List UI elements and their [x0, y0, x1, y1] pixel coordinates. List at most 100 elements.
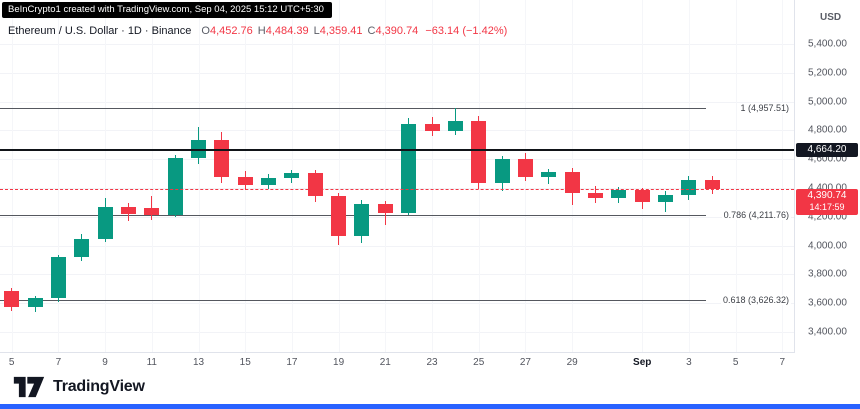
grid-line-vertical: [432, 0, 434, 352]
candle-body[interactable]: [471, 120, 487, 183]
candle-body[interactable]: [494, 158, 510, 183]
candle-body[interactable]: [658, 194, 674, 202]
candle-body[interactable]: [74, 239, 90, 258]
ohlc-low-label: L: [313, 25, 320, 37]
horizontal-price-line: [0, 148, 794, 151]
price-tick-label: 4,600.00: [808, 153, 847, 165]
time-axis-label: 25: [473, 357, 485, 368]
candle-body[interactable]: [634, 189, 650, 202]
price-tick-label: 3,800.00: [808, 268, 847, 280]
fib-level-label: 0.618 (3,626.32): [720, 294, 791, 305]
price-tick-label: 3,600.00: [808, 297, 847, 309]
grid-line-vertical: [105, 0, 107, 352]
candle-body[interactable]: [331, 196, 347, 237]
plot-area[interactable]: 1 (4,957.51) 0.786 (4,211.76) 0.618 (3,626…: [0, 0, 795, 353]
grid-line-horizontal: [0, 72, 794, 74]
candle-body[interactable]: [261, 177, 277, 186]
candle-body[interactable]: [424, 123, 440, 131]
grid-line-horizontal: [0, 216, 794, 218]
candle-body[interactable]: [704, 180, 720, 190]
price-tick-label: 4,200.00: [808, 211, 847, 223]
candle-body[interactable]: [167, 158, 183, 215]
candle-body[interactable]: [377, 204, 393, 213]
grid-line-vertical: [11, 0, 13, 352]
candle-body[interactable]: [4, 290, 20, 308]
price-tick-label: 5,200.00: [808, 67, 847, 79]
candle-wick: [665, 191, 667, 213]
time-axis-label: 15: [239, 357, 251, 368]
candle-body[interactable]: [681, 180, 697, 195]
last-price-line: [0, 189, 794, 191]
ohlc-low-value: 4,359.41: [319, 25, 363, 37]
candle-body[interactable]: [564, 171, 580, 193]
candle-body[interactable]: [541, 171, 557, 177]
price-tick-label: 4,000.00: [808, 240, 847, 252]
candle-body[interactable]: [214, 140, 230, 178]
last-price-value: 4,390.74: [807, 190, 847, 202]
price-tick-label: 5,000.00: [808, 96, 847, 108]
candle-body[interactable]: [237, 177, 253, 186]
grid-line-vertical: [338, 0, 340, 352]
grid-line-vertical: [198, 0, 200, 352]
grid-line-horizontal: [0, 274, 794, 276]
ohlc-close-value: 4,390.74: [375, 25, 419, 37]
candle-body[interactable]: [27, 297, 43, 308]
grid-line-vertical: [642, 0, 644, 352]
time-axis-label: 7: [779, 357, 786, 368]
grid-line-vertical: [688, 0, 690, 352]
candle-body[interactable]: [97, 207, 113, 240]
symbol-header: Ethereum / U.S. Dollar · 1D · Binance O4,…: [8, 25, 507, 37]
time-axis-label: 19: [333, 357, 345, 368]
time-axis-label: 29: [566, 357, 578, 368]
ohlc-high-value: 4,484.39: [265, 25, 309, 37]
attribution-badge: BeInCrypto1 created with TradingView.com…: [2, 2, 332, 18]
ohlc-close-label: C: [367, 25, 376, 37]
grid-line-horizontal: [0, 101, 794, 103]
candle-body[interactable]: [401, 123, 417, 213]
candle-body[interactable]: [144, 207, 160, 215]
candle-body[interactable]: [354, 204, 370, 237]
candle-body[interactable]: [517, 158, 533, 177]
candle-body[interactable]: [307, 172, 323, 197]
symbol-title[interactable]: Ethereum / U.S. Dollar · 1D · Binance: [8, 25, 192, 37]
candle-body[interactable]: [588, 192, 603, 199]
currency-label: USD: [820, 12, 842, 23]
fib-level-label: 0.786 (4,211.76): [721, 210, 791, 221]
fib-level-line: [0, 299, 706, 301]
candle-body[interactable]: [120, 207, 136, 214]
time-axis-label: Sep: [633, 357, 652, 368]
candle-body[interactable]: [50, 257, 66, 298]
time-axis-label: 5: [732, 357, 739, 368]
grid-line-vertical: [58, 0, 60, 352]
candle-wick: [151, 195, 153, 220]
last-price-badge: 4,390.74 14:17:59: [796, 189, 858, 216]
grid-line-vertical: [385, 0, 387, 352]
grid-line-horizontal: [0, 332, 794, 334]
grid-line-horizontal: [0, 130, 794, 132]
candle-wick: [384, 201, 386, 225]
countdown-timer: 14:17:59: [809, 202, 845, 213]
price-axis[interactable]: USD 5,400.00 5,200.00 5,000.00 4,800.00 4,60…: [795, 0, 860, 353]
tradingview-logo[interactable]: TradingView: [13, 370, 145, 403]
time-axis-label: 17: [286, 357, 298, 368]
fib-level-line: [0, 107, 706, 109]
price-tick-label: 5,400.00: [808, 38, 847, 50]
bottom-accent-bar: [0, 404, 860, 409]
price-tick-label: 4,800.00: [808, 124, 847, 136]
ohlc-open-value: 4,452.76: [209, 25, 253, 37]
time-axis-label: 9: [102, 357, 108, 368]
ohlc-open-label: O: [201, 25, 210, 37]
candle-body[interactable]: [611, 189, 627, 199]
tradingview-logo-text: TradingView: [53, 377, 145, 395]
tradingview-logo-icon: [13, 376, 45, 397]
candle-body[interactable]: [447, 120, 463, 131]
fib-level-label: 1 (4,957.51): [738, 102, 791, 113]
fib-level-line: [0, 215, 706, 217]
time-axis-label: 21: [379, 357, 391, 368]
grid-line-horizontal: [0, 159, 794, 161]
price-tick-label: 3,400.00: [808, 326, 847, 338]
candle-body[interactable]: [284, 172, 300, 178]
time-axis-label: 5: [8, 357, 15, 368]
time-axis[interactable]: 5 7 9 11 13 15 17 19 21 23 25 27 29 Sep 3 5 7: [0, 353, 795, 371]
